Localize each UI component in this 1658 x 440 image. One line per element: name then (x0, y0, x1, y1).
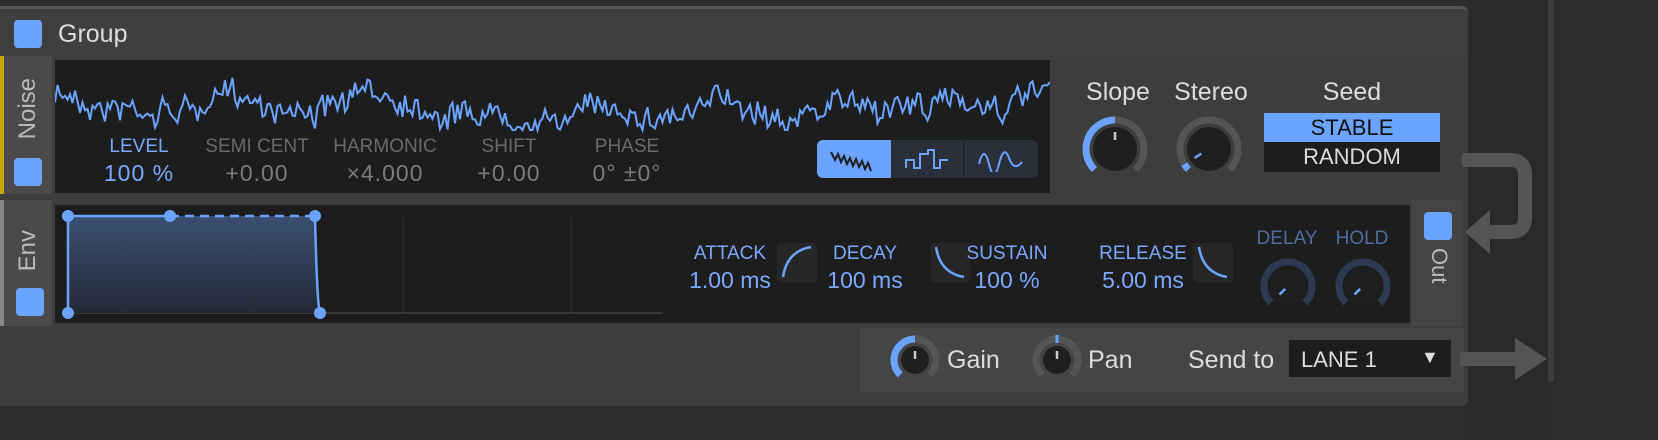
env-display: ATTACK 1.00 ms DECAY 100 ms SUSTAIN 100 % R… (55, 205, 1410, 323)
env-param-value[interactable]: 1.00 ms (689, 267, 771, 293)
env-tab-label: Env (14, 230, 41, 272)
slope-label: Slope (1086, 78, 1150, 106)
noise-param-value[interactable]: +0.00 (225, 160, 289, 186)
seed-label: Seed (1322, 78, 1382, 106)
noise-param-label: SHIFT (481, 136, 537, 157)
env-param-value[interactable]: 5.00 ms (1102, 267, 1184, 293)
stereo-knob[interactable] (1176, 116, 1242, 182)
noise-param-value[interactable]: ×4.000 (346, 160, 424, 186)
noise-waveform (55, 77, 1050, 134)
gain-label: Gain (947, 346, 1000, 374)
hold-knob[interactable] (1335, 258, 1391, 314)
smooth-wave-button[interactable] (964, 140, 1038, 178)
stereo-label: Stereo (1174, 78, 1248, 106)
send-to-dropdown[interactable]: LANE 1 ▼ (1289, 340, 1451, 377)
noise-param-label: LEVEL (109, 136, 169, 157)
env-enable-checkbox[interactable] (16, 288, 44, 316)
group-header: Group (0, 12, 1468, 56)
routing-arrows-icon (1460, 153, 1547, 380)
out-strip: Out (1412, 200, 1462, 326)
noise-display: LEVEL 100 % SEMI CENT +0.00 HARMONIC ×4.00… (55, 60, 1050, 193)
delay-knob[interactable] (1260, 258, 1316, 314)
curve-shape-button[interactable] (1193, 243, 1233, 283)
output-bar: Gain Pan Send to LANE 1 ▼ (860, 328, 1464, 392)
smooth-wave-icon (978, 151, 1023, 172)
env-param-value[interactable]: 100 % (974, 267, 1040, 293)
noise-wave-button[interactable] (817, 140, 891, 178)
out-enable-checkbox[interactable] (1424, 212, 1452, 240)
env-param-label: ATTACK (693, 243, 767, 264)
envelope-graph[interactable] (55, 205, 675, 323)
gain-knob[interactable] (890, 335, 940, 385)
env-param-label: SUSTAIN (966, 243, 1048, 264)
curve-shape-button[interactable] (930, 243, 970, 283)
noise-param-label: SEMI CENT (205, 136, 309, 157)
chevron-down-icon: ▼ (1421, 347, 1439, 367)
env-tab[interactable]: Env (0, 200, 52, 326)
group-title: Group (58, 20, 128, 48)
noise-param-label: HARMONIC (333, 136, 437, 157)
hold-label: HOLD (1335, 228, 1389, 249)
delay-label: DELAY (1256, 228, 1318, 249)
noise-param-label: PHASE (594, 136, 660, 157)
pan-knob[interactable] (1032, 335, 1082, 385)
slope-knob[interactable] (1082, 116, 1148, 182)
env-param-value[interactable]: 100 ms (827, 267, 903, 293)
seed-stable-option[interactable]: STABLE (1264, 113, 1440, 142)
noise-param-value[interactable]: 100 % (103, 160, 175, 186)
noise-tab-label: Noise (14, 78, 41, 140)
pan-label: Pan (1088, 346, 1133, 374)
noise-param-value[interactable]: 0° ±0° (592, 160, 662, 186)
send-to-value: LANE 1 (1301, 347, 1377, 372)
noise-wave-icon (830, 151, 872, 172)
curve-shape-button[interactable] (777, 243, 817, 283)
step-wave-icon (905, 149, 948, 169)
group-enable-checkbox[interactable] (14, 20, 42, 48)
routing-line (1548, 0, 1554, 382)
noise-enable-checkbox[interactable] (14, 158, 42, 186)
send-to-label: Send to (1188, 346, 1275, 374)
noise-tab[interactable]: Noise (0, 56, 52, 194)
step-wave-button[interactable] (891, 140, 964, 178)
seed-random-option[interactable]: RANDOM (1264, 142, 1440, 172)
waveform-selector (817, 140, 1038, 178)
out-label: Out (1427, 248, 1452, 284)
env-param-label: DECAY (832, 243, 898, 264)
noise-param-value[interactable]: +0.00 (477, 160, 541, 186)
env-param-label: RELEASE (1099, 243, 1187, 264)
